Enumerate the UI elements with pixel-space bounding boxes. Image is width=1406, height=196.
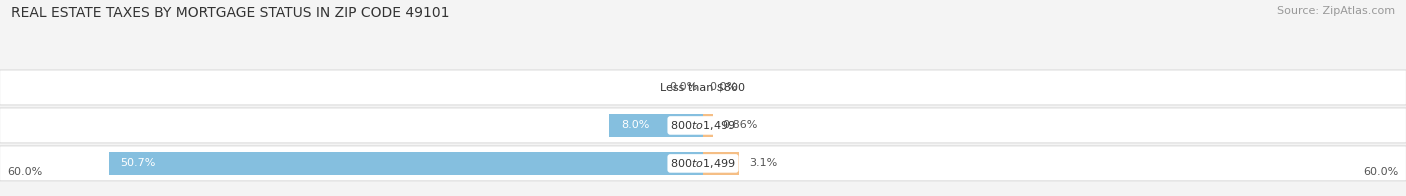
Text: 0.0%: 0.0% — [669, 83, 697, 93]
Text: 60.0%: 60.0% — [7, 167, 42, 178]
Bar — [108, 152, 703, 175]
Text: 60.0%: 60.0% — [1364, 167, 1399, 178]
Text: $800 to $1,499: $800 to $1,499 — [671, 119, 735, 132]
FancyBboxPatch shape — [0, 108, 1406, 143]
Text: 0.86%: 0.86% — [723, 120, 758, 131]
Text: 3.1%: 3.1% — [749, 158, 778, 168]
Text: 0.0%: 0.0% — [709, 83, 737, 93]
Bar — [609, 114, 703, 137]
Text: 8.0%: 8.0% — [621, 120, 650, 131]
Text: Less than $800: Less than $800 — [661, 83, 745, 93]
FancyBboxPatch shape — [0, 70, 1406, 105]
Text: Source: ZipAtlas.com: Source: ZipAtlas.com — [1277, 6, 1395, 16]
Bar — [703, 114, 713, 137]
Text: 50.7%: 50.7% — [121, 158, 156, 168]
Bar — [703, 152, 740, 175]
Text: $800 to $1,499: $800 to $1,499 — [671, 157, 735, 170]
Text: REAL ESTATE TAXES BY MORTGAGE STATUS IN ZIP CODE 49101: REAL ESTATE TAXES BY MORTGAGE STATUS IN … — [11, 6, 450, 20]
FancyBboxPatch shape — [0, 146, 1406, 181]
